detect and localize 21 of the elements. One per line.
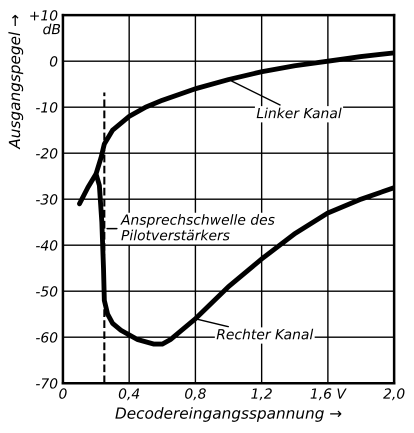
y-tick-label: -70 bbox=[36, 378, 58, 389]
x-tick-label: 1,2 bbox=[251, 388, 272, 400]
legend-label: Linker Kanal bbox=[256, 108, 342, 118]
y-tick-label: +10 bbox=[30, 10, 58, 21]
y-tick-label: -60 bbox=[36, 332, 58, 343]
text: dB bbox=[43, 24, 60, 34]
y-tick-label: -20 bbox=[36, 148, 58, 159]
x-tick-label: 2,0 bbox=[383, 388, 404, 400]
legend-label: Rechter Kanal bbox=[216, 328, 314, 340]
y-tick-label: -40 bbox=[36, 240, 58, 251]
y-tick-label: -30 bbox=[36, 194, 58, 205]
x-tick-label: 0,8 bbox=[185, 388, 206, 400]
y-axis-title: Ausgangspegel → bbox=[8, 14, 24, 150]
x-tick-label: 0,4 bbox=[118, 388, 140, 400]
ref-line-label: Ansprechschwelle des Pilotverstärkers bbox=[120, 214, 275, 240]
x-tick-label: 0 bbox=[59, 388, 67, 399]
x-axis-title: Decodereingangsspannung → bbox=[115, 407, 342, 422]
y-tick-label: -50 bbox=[36, 286, 58, 297]
y-tick-label: 0 bbox=[50, 56, 58, 67]
y-tick-label: -10 bbox=[36, 102, 58, 113]
x-tick-label: 1,6 V bbox=[310, 388, 347, 400]
